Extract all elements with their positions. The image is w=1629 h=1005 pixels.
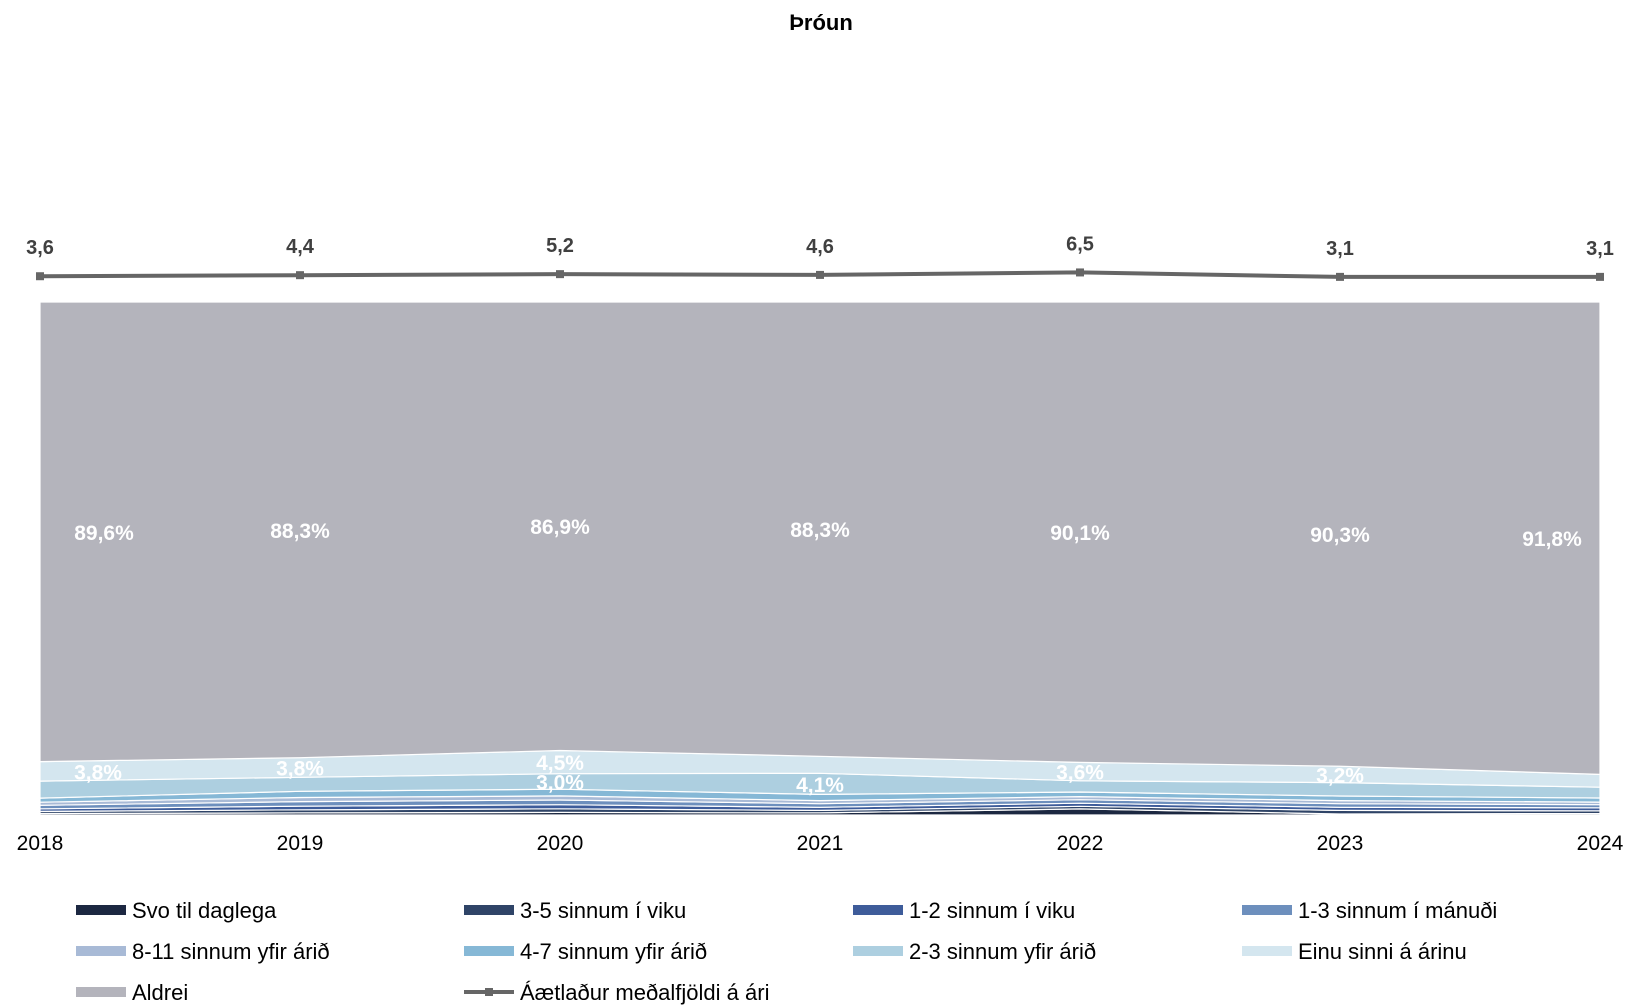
average-marker-2022 xyxy=(1076,268,1084,277)
average-marker-2020 xyxy=(556,270,564,279)
average-label-2020: 5,2 xyxy=(546,235,574,257)
legend-label-3-5-sinnum-i-viku: 3-5 sinnum í viku xyxy=(520,898,686,923)
legend-item-svo-til-daglega: Svo til daglega xyxy=(76,898,277,923)
x-tick-2023: 2023 xyxy=(1317,832,1364,855)
legend: Svo til daglega 3-5 sinnum í viku 1-2 sinn… xyxy=(76,898,1497,1005)
area-data-labels: 89,6% 88,3% 86,9% 88,3% 90,1% 90,3% 91,8% 3,8% 3… xyxy=(74,516,1582,797)
data-label-einu-sinni-a-a-rinu-2023: 3,2% xyxy=(1316,764,1364,787)
legend-swatch-einu-sinni-a-a-rinu xyxy=(1242,946,1292,956)
legend-swatch-aldrei xyxy=(76,987,126,997)
legend-swatch-svo-til-daglega xyxy=(76,905,126,915)
data-label-aldrei-2020: 86,9% xyxy=(530,516,590,539)
legend-swatch-3-5-sinnum-i-viku xyxy=(464,905,514,915)
legend-item-8-11-sinnum-yfir-a-ri: 8-11 sinnum yfir árið xyxy=(76,939,330,964)
legend-item-aldrei: Aldrei xyxy=(76,980,188,1005)
legend-item-1-2-sinnum-i-viku: 1-2 sinnum í viku xyxy=(853,898,1075,923)
average-marker-2018 xyxy=(36,272,44,281)
data-label-einu-sinni-a-a-rinu-2020: 4,5% xyxy=(536,752,584,775)
average-label-2021: 4,6 xyxy=(806,236,834,258)
data-label-aldrei-2023: 90,3% xyxy=(1310,524,1370,547)
average-marker-2019 xyxy=(296,271,304,280)
average-label-2019: 4,4 xyxy=(286,236,315,258)
average-label-2024: 3,1 xyxy=(1586,238,1614,260)
legend-item-2-3-sinnum-yfir-a-ri: 2-3 sinnum yfir árið xyxy=(853,939,1096,964)
legend-label-8-11-sinnum-yfir-a-ri: 8-11 sinnum yfir árið xyxy=(132,939,330,964)
legend-swatch-4-7-sinnum-yfir-a-ri xyxy=(464,946,514,956)
x-tick-2022: 2022 xyxy=(1057,832,1104,855)
chart-title: Þróun xyxy=(789,10,853,35)
area-aldrei xyxy=(39,301,1601,775)
legend-swatch-1-3-sinnum-i-ma-nu-i xyxy=(1242,905,1292,915)
legend-label-1-2-sinnum-i-viku: 1-2 sinnum í viku xyxy=(909,898,1075,923)
legend-item-4-7-sinnum-yfir-a-ri: 4-7 sinnum yfir árið xyxy=(464,939,707,964)
data-label-2-3-sinnum-yfir-a-ri-2020: 3,0% xyxy=(536,771,584,794)
legend-label-svo-til-daglega: Svo til daglega xyxy=(132,898,277,923)
average-label-2018: 3,6 xyxy=(26,237,54,259)
data-label-2-3-sinnum-yfir-a-ri-2021: 4,1% xyxy=(796,774,844,797)
data-label-einu-sinni-a-a-rinu-2019: 3,8% xyxy=(276,758,324,781)
legend-label-2-3-sinnum-yfir-a-ri: 2-3 sinnum yfir árið xyxy=(909,939,1096,964)
legend-item-einu-sinni-a-a-rinu: Einu sinni á árinu xyxy=(1242,939,1467,964)
x-axis-ticks: 2018 2019 2020 2021 2022 2023 2024 xyxy=(17,832,1624,855)
average-marker-2024 xyxy=(1596,272,1604,281)
x-tick-2018: 2018 xyxy=(17,832,64,855)
data-label-aldrei-2019: 88,3% xyxy=(270,520,330,543)
average-line-group: 3,6 4,4 5,2 4,6 6,5 3,1 3,1 xyxy=(26,233,1614,281)
legend-label-1-3-sinnum-i-ma-nu-i: 1-3 sinnum í mánuði xyxy=(1298,898,1497,923)
data-label-einu-sinni-a-a-rinu-2018: 3,8% xyxy=(74,761,122,784)
legend-label-a-tla-ur-me-alfjo-ldi-a-a-ri: Áætlaður meðalfjöldi á ári xyxy=(520,980,769,1005)
legend-swatch-8-11-sinnum-yfir-a-ri xyxy=(76,946,126,956)
x-tick-2020: 2020 xyxy=(537,832,584,855)
data-label-aldrei-2022: 90,1% xyxy=(1050,522,1110,545)
data-label-aldrei-2021: 88,3% xyxy=(790,519,850,542)
x-tick-2021: 2021 xyxy=(797,832,844,855)
average-marker-2023 xyxy=(1336,272,1344,281)
average-label-2022: 6,5 xyxy=(1066,233,1094,255)
legend-item-1-3-sinnum-i-ma-nu-i: 1-3 sinnum í mánuði xyxy=(1242,898,1497,923)
legend-swatch-2-3-sinnum-yfir-a-ri xyxy=(853,946,903,956)
legend-label-4-7-sinnum-yfir-a-ri: 4-7 sinnum yfir árið xyxy=(520,939,707,964)
legend-item-a-tla-ur-me-alfjo-ldi-a-a-ri: Áætlaður meðalfjöldi á ári xyxy=(464,980,769,1005)
x-tick-2024: 2024 xyxy=(1577,832,1624,855)
legend-line-marker xyxy=(485,988,493,996)
legend-swatch-1-2-sinnum-i-viku xyxy=(853,905,903,915)
x-tick-2019: 2019 xyxy=(277,832,324,855)
data-label-aldrei-2018: 89,6% xyxy=(74,522,134,545)
data-label-einu-sinni-a-a-rinu-2022: 3,6% xyxy=(1056,762,1104,785)
data-label-aldrei-2024: 91,8% xyxy=(1522,528,1582,551)
legend-item-3-5-sinnum-i-viku: 3-5 sinnum í viku xyxy=(464,898,686,923)
legend-label-aldrei: Aldrei xyxy=(132,980,188,1005)
stacked-area-group xyxy=(39,301,1601,816)
average-marker-2021 xyxy=(816,270,824,279)
legend-label-einu-sinni-a-a-rinu: Einu sinni á árinu xyxy=(1298,939,1467,964)
average-label-2023: 3,1 xyxy=(1326,238,1354,260)
